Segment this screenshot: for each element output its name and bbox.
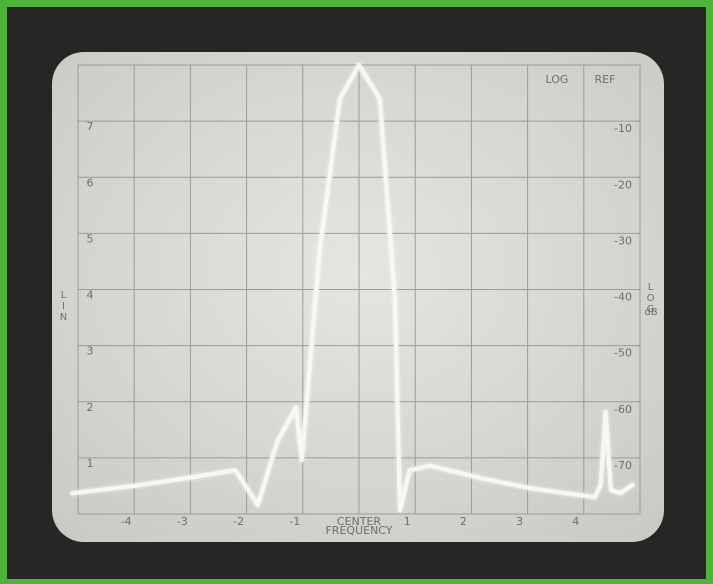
y-tick-label: 7 [87,120,94,133]
x-axis-label: FREQUENCY [325,524,392,537]
y2-tick-label: -10 [614,122,632,135]
y2-axis-label: LOG [645,282,656,315]
y-tick-label: 4 [87,289,94,302]
x-tick-label: -1 [289,515,300,528]
x-tick-label: 4 [572,515,579,528]
y-tick-label: 5 [87,232,94,245]
y-tick-label: 6 [87,176,94,189]
y-axis-label: LIN [58,290,69,323]
screen [52,52,664,542]
y2-tick-label: -60 [614,403,632,416]
x-tick-label: -3 [177,515,188,528]
y2-tick-label: -50 [614,347,632,360]
x-tick-label: 2 [460,515,467,528]
top-label: LOG [546,73,569,86]
y2-unit: dB [644,307,657,318]
top-label: REF [595,73,616,86]
x-tick-label: CENTER [337,515,382,528]
x-tick-label: -2 [233,515,244,528]
y2-tick-label: -20 [614,178,632,191]
y2-tick-label: -70 [614,459,632,472]
y-tick-label: 1 [87,457,94,470]
y-tick-label: 2 [87,401,94,414]
x-tick-label: 3 [516,515,523,528]
y2-tick-label: -40 [614,291,632,304]
trace [70,63,635,513]
y-tick-label: 3 [87,345,94,358]
x-tick-label: -4 [121,515,132,528]
y2-tick-label: -30 [614,234,632,247]
x-tick-label: 1 [404,515,411,528]
